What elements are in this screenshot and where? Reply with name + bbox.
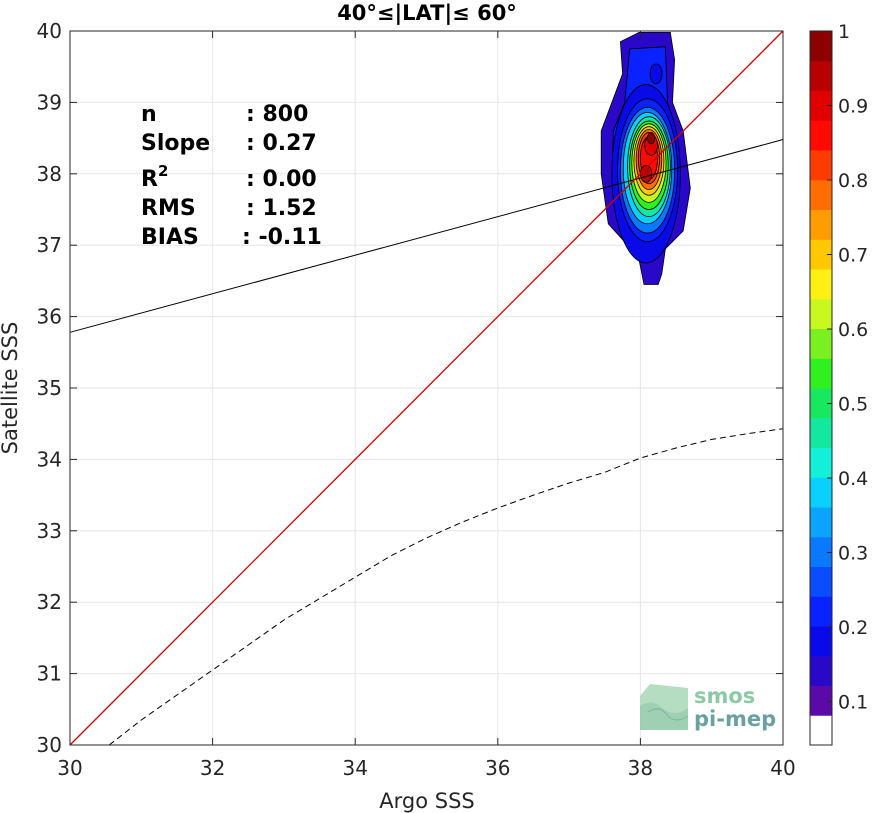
stat-label: Slope [141,131,210,156]
colorbar-segment [810,179,832,210]
contour-level [649,63,663,85]
colorbar-segment [810,388,832,419]
colorbar-segment [810,655,832,686]
colorbar-segment [810,596,832,627]
colorbar-segment [810,507,832,538]
grid [69,30,784,746]
x-tick-label: 36 [485,756,510,780]
logo-waves-icon [640,684,689,730]
x-tick-label: 38 [628,756,653,780]
colorbar-segment [810,328,832,359]
y-tick-label: 38 [37,162,62,186]
y-tick-label: 32 [37,590,62,614]
stat-label: n [141,102,157,127]
smos-pi-mep-logo: smos pi-mep [640,684,776,731]
colorbar-segment [810,150,832,181]
stat-value: : -0.11 [242,225,322,250]
colorbar-segment [810,447,832,478]
y-tick-label: 36 [37,305,62,329]
colorbar-tick-label: 0.8 [838,170,868,192]
axis-ticks: 30 32 34 36 38 40 30 31 32 33 34 35 36 37 38 39 40 [37,19,796,780]
regression-line [69,139,784,333]
colorbar-segment [810,60,832,91]
y-tick-label: 30 [37,733,62,757]
x-tick-label: 30 [57,756,82,780]
y-axis-label: Satellite SSS [0,322,22,455]
stat-value: : 1.52 [246,196,317,221]
colorbar-segment [810,90,832,121]
density-contours [600,32,691,285]
colorbar-tick-label: 0.6 [838,319,868,341]
colorbar-tick-label: 0.1 [838,692,868,714]
colorbar-segment [810,477,832,508]
x-tick-label: 34 [342,756,367,780]
colorbar-segment [810,626,832,657]
colorbar-segment [810,536,832,567]
colorbar-segment [810,298,832,329]
colorbar: 0.1 0.2 0.3 0.4 0.5 0.6 0.7 0.8 0.9 1 [809,21,868,746]
y-tick-label: 35 [37,376,62,400]
x-tick-label: 32 [200,756,225,780]
colorbar-segment [810,417,832,448]
stat-superscript: 2 [158,162,168,180]
stat-value: : 0.27 [246,131,317,156]
y-tick-label: 33 [37,519,62,543]
x-axis-label: Argo SSS [379,789,474,813]
colorbar-segment [810,358,832,389]
colorbar-segment [810,269,832,300]
chart-title: 40°≤|LAT|≤ 60° [337,1,517,26]
y-tick-label: 40 [37,19,62,43]
colorbar-tick-label: 0.7 [838,245,868,267]
colorbar-tick-label: 1 [838,21,850,43]
y-tick-label: 31 [37,662,62,686]
dashed-curve [108,428,784,746]
colorbar-tick-label: 0.5 [838,394,868,416]
colorbar-segment [810,566,832,597]
stat-label: RMS [141,196,196,221]
colorbar-tick-label: 0.2 [838,617,868,639]
y-tick-label: 37 [37,233,62,257]
colorbar-segment [810,239,832,270]
colorbar-segment [810,715,832,746]
colorbar-segment [810,685,832,716]
stat-label: BIAS [141,225,199,250]
colorbar-frame [809,30,833,746]
colorbar-tick-label: 0.4 [838,468,868,490]
logo-text-pimep: pi-mep [694,707,776,731]
colorbar-segment [810,31,832,62]
y-tick-label: 34 [37,447,62,471]
stat-value: : 0.00 [246,167,317,192]
colorbar-tick-label: 0.3 [838,543,868,565]
contour-level [647,131,656,145]
stat-value: : 800 [246,102,308,127]
colorbar-segment [810,120,832,151]
colorbar-tick-label: 0.9 [838,96,868,118]
plot-area: 30 32 34 36 38 40 30 31 32 33 34 35 36 37 38 39 40 [37,19,796,780]
y-tick-label: 39 [37,90,62,114]
logo-text-smos: smos [694,684,755,708]
x-tick-label: 40 [770,756,795,780]
identity-line [69,30,784,746]
colorbar-segment [810,209,832,240]
